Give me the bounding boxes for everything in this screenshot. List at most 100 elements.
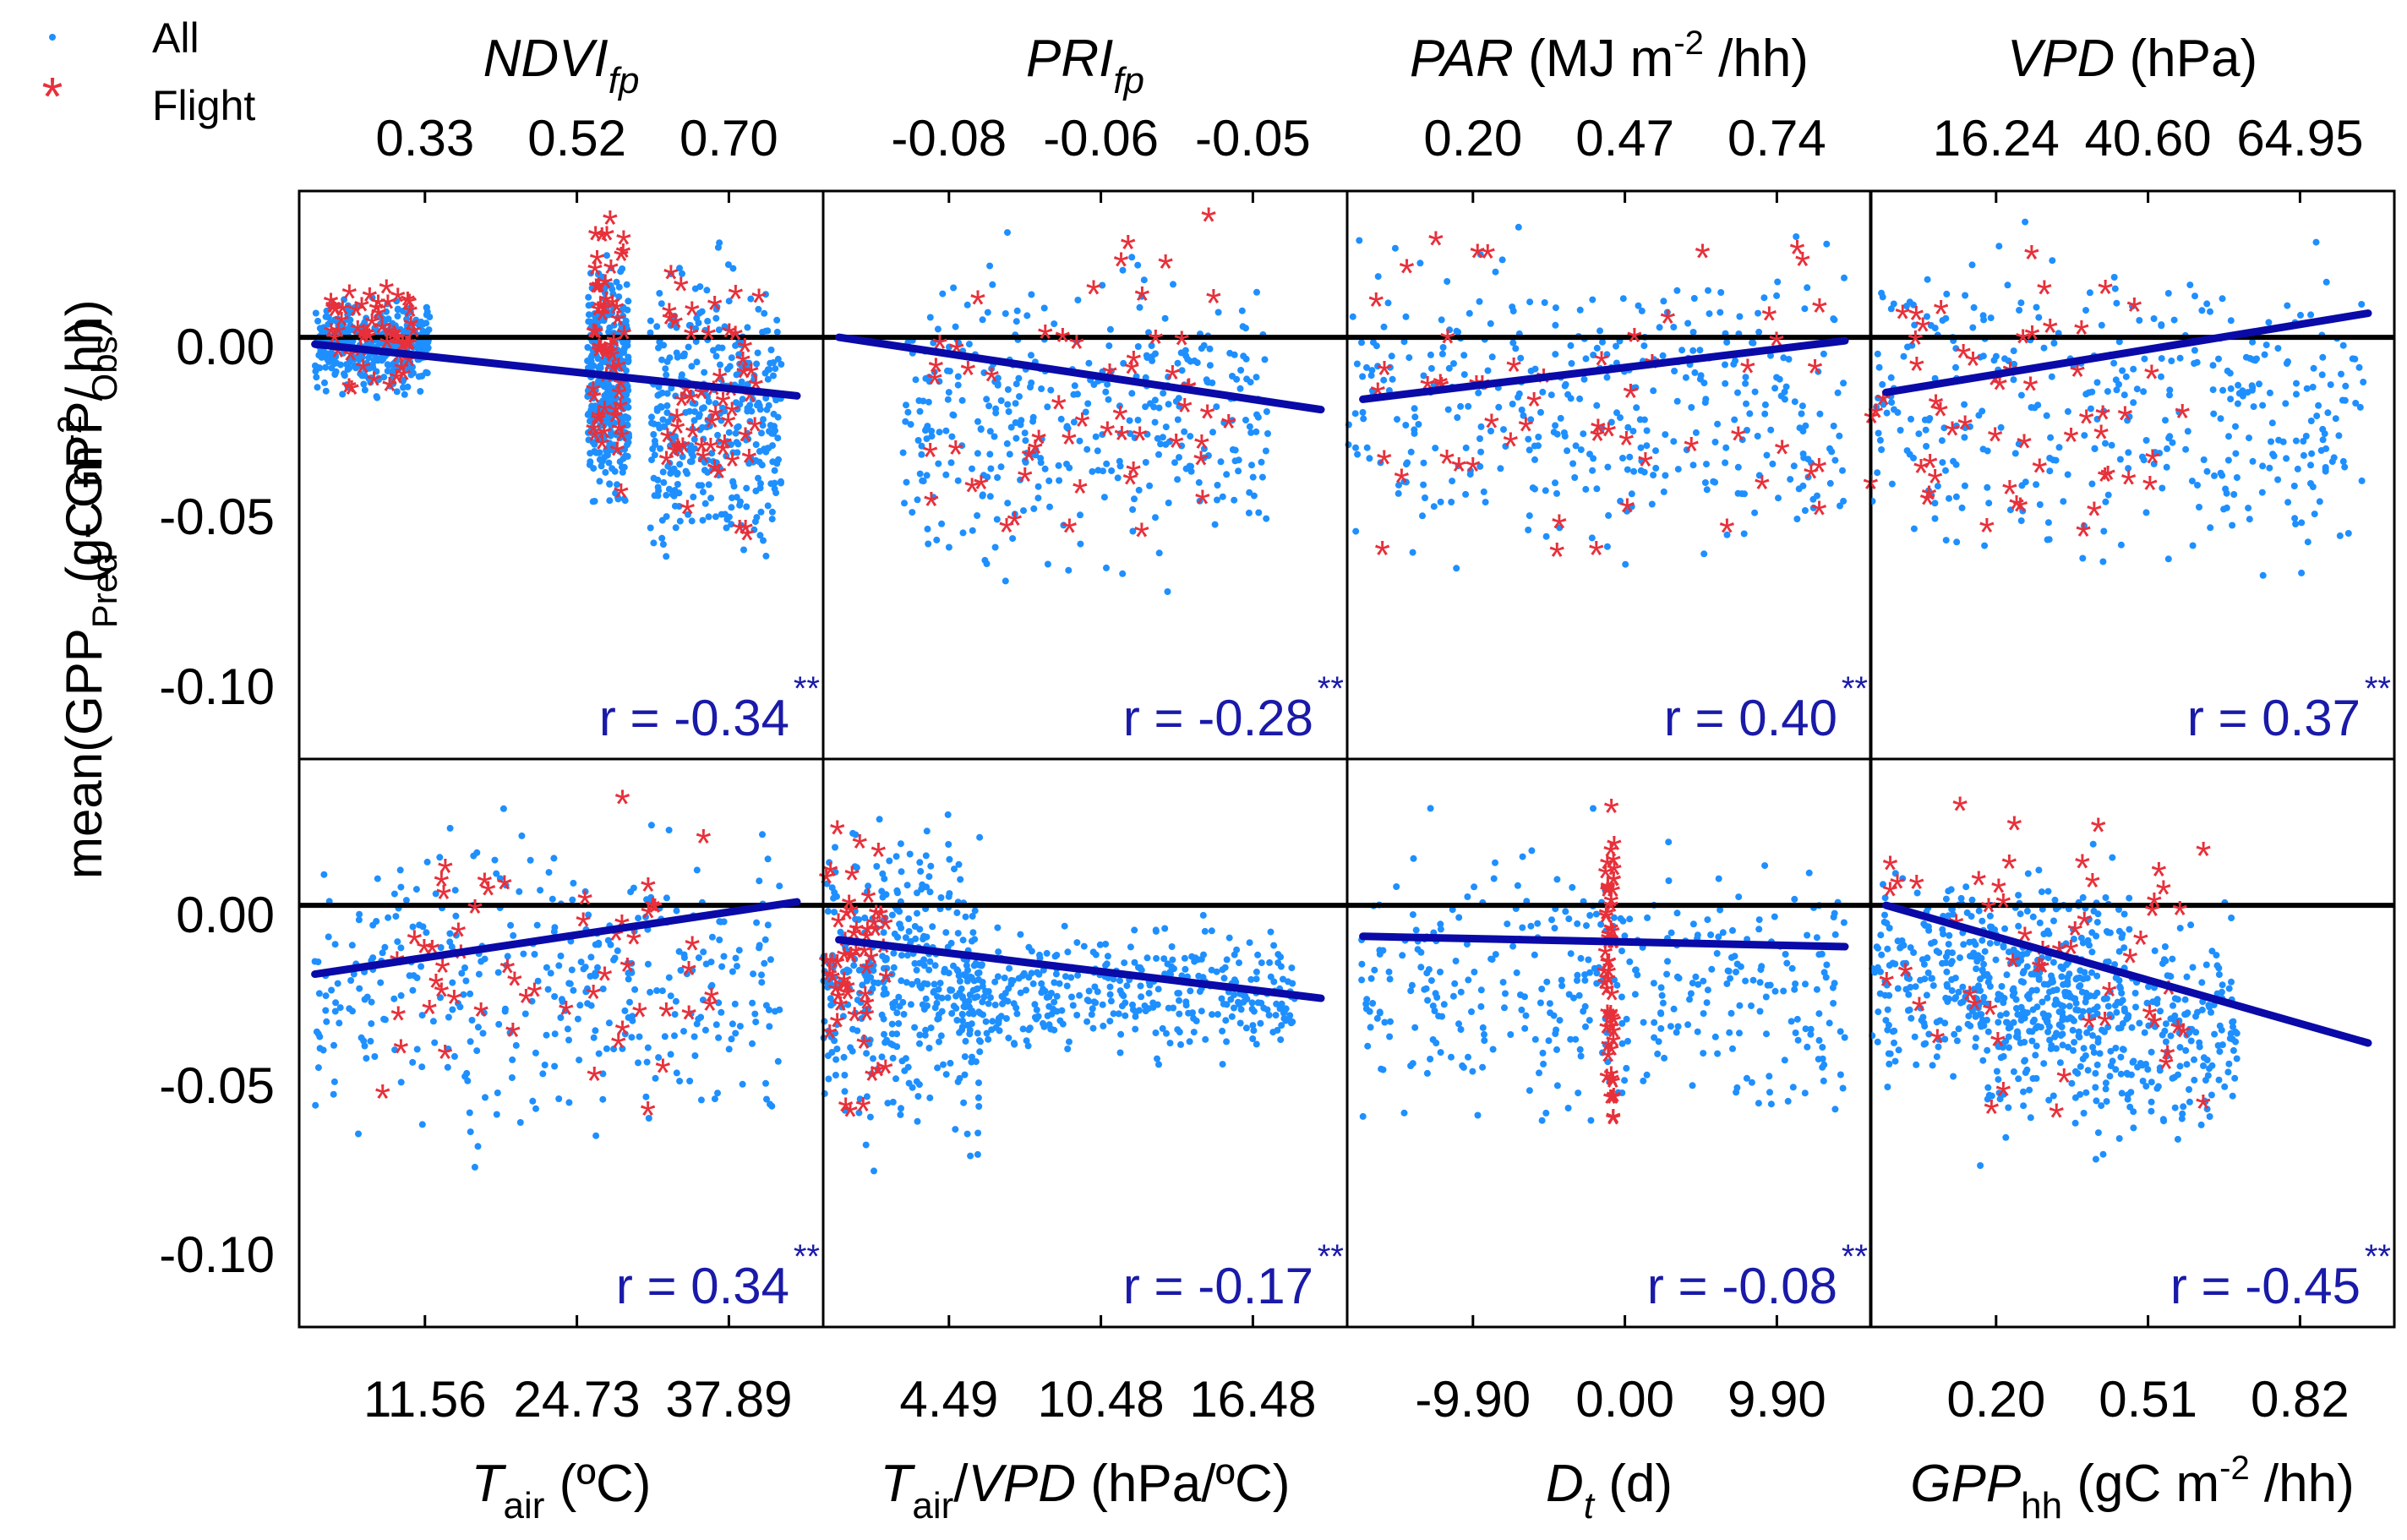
point-all (2166, 433, 2174, 440)
point-all (1755, 916, 1763, 924)
point-all (1288, 964, 1296, 972)
point-all (383, 308, 390, 315)
point-all (332, 999, 340, 1007)
point-flight: * (1055, 320, 1071, 365)
point-all (774, 1057, 782, 1065)
point-all (587, 458, 594, 466)
point-all (778, 479, 784, 487)
point-all (467, 1128, 474, 1136)
point-all (906, 850, 914, 858)
point-all (1437, 498, 1444, 505)
point-flight: * (924, 484, 940, 529)
point-all (2319, 436, 2327, 444)
point-all (1702, 396, 1710, 403)
point-all (1733, 1089, 1740, 1096)
point-all (647, 317, 654, 325)
point-all (1875, 363, 1883, 371)
point-all (1359, 408, 1367, 416)
point-all (537, 887, 544, 894)
point-all (1766, 981, 1774, 989)
point-all (1481, 1030, 1487, 1038)
point-all (1257, 1019, 1264, 1027)
point-all (749, 1040, 756, 1047)
point-all (596, 363, 603, 370)
point-all (1791, 986, 1798, 993)
point-all (425, 326, 433, 334)
fit-line (1359, 932, 1849, 951)
point-all (2245, 505, 2252, 512)
point-all (744, 324, 751, 331)
point-all (947, 1059, 954, 1067)
point-flight: * (1037, 317, 1053, 362)
point-all (2355, 363, 2363, 371)
point-all (2119, 1046, 2126, 1053)
point-all (1432, 445, 1439, 452)
point-flight: * (1206, 281, 1222, 326)
point-all (1660, 488, 1667, 495)
point-all (1513, 969, 1520, 976)
point-all (2219, 472, 2226, 479)
point-flight: * (1638, 445, 1654, 489)
point-all (1603, 543, 1611, 550)
point-flight: * (667, 435, 683, 480)
point-all (2191, 1056, 2197, 1063)
point-flight: * (1394, 461, 1410, 506)
point-all (971, 907, 979, 915)
point-all (1577, 1052, 1585, 1060)
point-all (346, 364, 353, 372)
point-all (705, 398, 712, 406)
point-all (543, 964, 550, 971)
point-all (1736, 313, 1744, 320)
point-all (1807, 1025, 1815, 1033)
point-all (1045, 477, 1053, 484)
point-all (1661, 1054, 1668, 1062)
point-all (647, 988, 654, 996)
point-all (644, 960, 652, 968)
point-all (1935, 949, 1943, 957)
point-all (1023, 1037, 1030, 1045)
point-all (1454, 414, 1461, 421)
point-all (413, 1046, 421, 1053)
point-flight: * (1086, 273, 1102, 318)
significance-stars: ** (1842, 670, 1868, 707)
point-all (347, 356, 355, 363)
x-tick-label: -0.05 (1195, 110, 1311, 167)
point-all (686, 1078, 694, 1084)
point-all (1363, 363, 1370, 371)
point-all (1186, 462, 1193, 470)
point-all (2300, 451, 2307, 459)
point-all (2015, 1075, 2022, 1083)
point-all (1794, 1036, 1802, 1044)
point-all (1697, 372, 1705, 380)
point-all (1567, 1035, 1575, 1043)
point-all (2098, 1102, 2105, 1110)
point-all (1145, 990, 1153, 997)
x-tick-label: 4.49 (899, 1371, 998, 1428)
point-all (2233, 474, 2241, 481)
x-tick-label: 16.24 (1933, 110, 2060, 167)
point-all (717, 375, 724, 383)
point-all (337, 361, 344, 369)
point-flight: * (1895, 298, 1911, 342)
point-all (1741, 490, 1748, 498)
panel-bottom-3: ****************************************… (1345, 757, 1873, 1526)
point-all (1701, 479, 1709, 486)
point-all (654, 391, 662, 399)
point-all (1083, 997, 1091, 1004)
point-all (1733, 969, 1739, 975)
point-all (609, 309, 616, 317)
point-all (1948, 958, 1956, 965)
point-all (1114, 474, 1122, 482)
point-all (1155, 1061, 1162, 1068)
panel-bottom-1: ******************** ****** ******* ** ** ***… (297, 757, 825, 1526)
point-all (676, 1078, 684, 1085)
legend-all-label: All (152, 14, 199, 62)
point-all (466, 1109, 473, 1117)
point-all (1177, 1040, 1184, 1048)
point-all (418, 1121, 426, 1128)
point-all (974, 993, 981, 1001)
point-all (920, 956, 928, 964)
point-all (2044, 887, 2052, 895)
point-all (1013, 1010, 1021, 1018)
point-all (1663, 970, 1671, 978)
